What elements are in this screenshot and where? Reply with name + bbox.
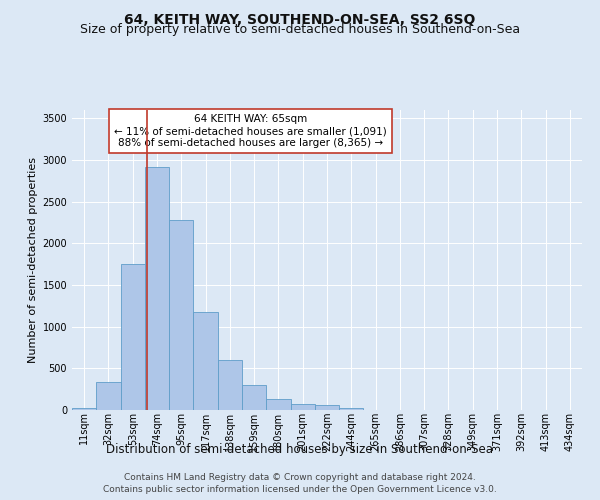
Bar (290, 404, 315, 410)
Text: Contains public sector information licensed under the Open Government Licence v3: Contains public sector information licen… (103, 485, 497, 494)
Bar (315, 405, 339, 410)
Bar (145, 166, 169, 410)
Bar (266, 399, 290, 410)
Bar (339, 408, 364, 410)
Bar (169, 220, 193, 410)
Bar (193, 312, 218, 410)
Bar (242, 385, 266, 410)
Bar (218, 360, 242, 410)
Text: Size of property relative to semi-detached houses in Southend-on-Sea: Size of property relative to semi-detach… (80, 22, 520, 36)
Bar (121, 264, 145, 410)
Y-axis label: Number of semi-detached properties: Number of semi-detached properties (28, 157, 38, 363)
Bar (96, 382, 121, 410)
Bar (72, 408, 96, 410)
Text: Contains HM Land Registry data © Crown copyright and database right 2024.: Contains HM Land Registry data © Crown c… (124, 472, 476, 482)
Text: Distribution of semi-detached houses by size in Southend-on-Sea: Distribution of semi-detached houses by … (107, 442, 493, 456)
Text: 64 KEITH WAY: 65sqm
← 11% of semi-detached houses are smaller (1,091)
88% of sem: 64 KEITH WAY: 65sqm ← 11% of semi-detach… (114, 114, 387, 148)
Text: 64, KEITH WAY, SOUTHEND-ON-SEA, SS2 6SQ: 64, KEITH WAY, SOUTHEND-ON-SEA, SS2 6SQ (124, 12, 476, 26)
